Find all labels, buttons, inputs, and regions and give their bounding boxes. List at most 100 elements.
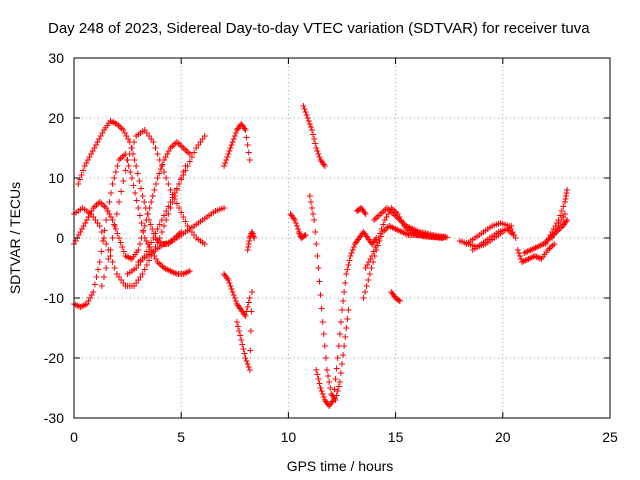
data-point xyxy=(122,167,129,174)
data-point xyxy=(347,253,354,259)
data-point xyxy=(313,145,320,151)
data-point xyxy=(370,248,377,255)
data-point xyxy=(231,133,238,139)
data-point xyxy=(90,289,97,295)
data-point xyxy=(301,106,308,112)
data-point xyxy=(78,172,85,178)
data-point xyxy=(314,253,321,259)
data-point xyxy=(305,118,312,124)
data-point xyxy=(236,328,243,334)
data-point xyxy=(156,235,163,241)
data-point xyxy=(165,203,172,210)
data-point xyxy=(333,365,340,372)
data-point xyxy=(342,334,349,340)
data-point xyxy=(560,203,567,210)
data-point xyxy=(375,235,382,241)
series-arc8 xyxy=(221,271,253,319)
data-point xyxy=(130,182,137,189)
data-point xyxy=(116,199,123,205)
data-point xyxy=(154,175,161,181)
data-point xyxy=(156,157,163,163)
data-point xyxy=(131,139,138,145)
data-point xyxy=(326,379,333,385)
data-point xyxy=(563,193,570,199)
data-point xyxy=(245,299,252,306)
y-tick-label: -10 xyxy=(44,290,64,306)
data-point xyxy=(111,175,118,181)
data-point xyxy=(561,211,568,217)
data-point xyxy=(173,200,180,207)
data-point xyxy=(222,160,229,166)
data-point xyxy=(149,226,156,232)
data-point xyxy=(304,115,311,121)
data-point xyxy=(101,274,108,280)
x-tick-label: 15 xyxy=(388,429,404,445)
data-point xyxy=(247,328,254,334)
data-point xyxy=(243,358,250,364)
data-point xyxy=(150,139,157,145)
data-point xyxy=(331,386,338,393)
y-tick-label: -30 xyxy=(44,410,64,426)
data-point xyxy=(563,190,570,196)
data-point xyxy=(135,247,142,253)
data-point xyxy=(124,157,131,163)
data-point xyxy=(93,274,100,280)
data-point xyxy=(118,188,125,195)
data-point xyxy=(109,259,116,265)
data-point xyxy=(109,181,116,187)
data-point xyxy=(372,244,379,250)
data-point xyxy=(557,212,564,219)
data-point xyxy=(336,379,343,385)
data-point xyxy=(301,232,308,239)
data-point xyxy=(516,253,523,259)
data-point xyxy=(126,151,133,157)
data-point xyxy=(150,235,157,241)
data-point xyxy=(362,211,369,217)
data-point xyxy=(75,181,82,187)
data-point xyxy=(138,235,145,241)
data-point xyxy=(133,197,140,204)
data-point xyxy=(235,323,242,330)
data-point xyxy=(306,121,313,127)
series-arc10 xyxy=(221,121,253,169)
data-point xyxy=(103,217,110,223)
data-point xyxy=(132,190,139,196)
data-point xyxy=(188,154,195,160)
series-arc1 xyxy=(71,151,193,310)
data-point xyxy=(182,167,189,174)
data-point xyxy=(395,297,402,304)
series-arc5 xyxy=(98,127,208,289)
data-point xyxy=(342,280,349,286)
data-point xyxy=(186,268,193,274)
data-point xyxy=(106,199,113,205)
data-point xyxy=(377,230,384,237)
series-arc19 xyxy=(354,205,369,217)
series-arc12 xyxy=(287,211,309,241)
data-point xyxy=(340,352,347,358)
data-point xyxy=(302,232,309,238)
data-point xyxy=(146,205,153,211)
data-point xyxy=(251,235,258,241)
data-point xyxy=(191,149,198,156)
data-point xyxy=(229,289,236,295)
data-point xyxy=(143,262,150,268)
data-point xyxy=(163,175,170,181)
data-point xyxy=(334,355,341,361)
data-point xyxy=(163,208,170,214)
data-point xyxy=(339,361,345,367)
data-point xyxy=(341,343,348,349)
data-point xyxy=(246,295,253,301)
data-point xyxy=(308,127,315,133)
data-point xyxy=(242,355,249,361)
data-point xyxy=(232,130,239,136)
x-tick-label: 25 xyxy=(602,429,618,445)
data-point xyxy=(327,385,334,391)
series-arc14 xyxy=(306,193,352,403)
data-point xyxy=(365,277,372,283)
data-point xyxy=(319,391,326,397)
data-point xyxy=(318,388,325,394)
data-point xyxy=(315,151,322,157)
data-point xyxy=(307,199,314,205)
data-point xyxy=(103,265,110,271)
data-point xyxy=(158,217,165,223)
